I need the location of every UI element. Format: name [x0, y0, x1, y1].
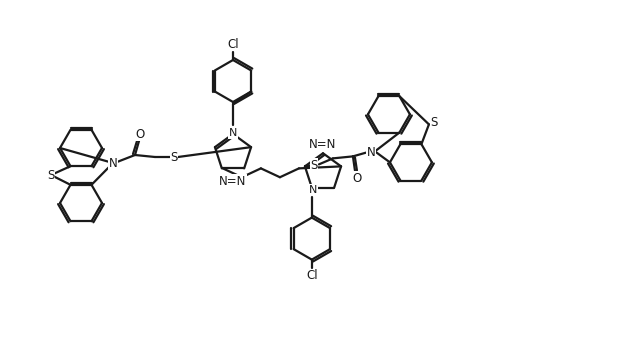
Text: N=N: N=N: [220, 174, 246, 188]
Text: N: N: [229, 128, 237, 138]
Text: S: S: [430, 116, 438, 129]
Text: N: N: [109, 156, 117, 169]
Text: N=N: N=N: [309, 138, 337, 151]
Text: Cl: Cl: [306, 269, 317, 282]
Text: O: O: [352, 172, 362, 185]
Text: S: S: [170, 150, 178, 164]
Text: S: S: [47, 169, 54, 182]
Text: S: S: [310, 159, 317, 172]
Text: N: N: [367, 146, 375, 159]
Text: N: N: [308, 185, 317, 195]
Text: Cl: Cl: [227, 38, 239, 50]
Text: O: O: [136, 127, 145, 140]
